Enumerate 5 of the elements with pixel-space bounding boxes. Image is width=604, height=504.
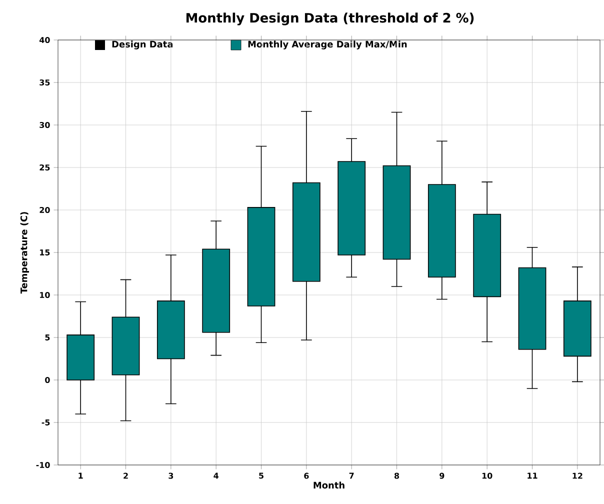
chart-title: Monthly Design Data (threshold of 2 %) <box>186 12 474 26</box>
y-axis-title: Temperature (C) <box>20 212 29 294</box>
x-axis-title: Month <box>314 482 344 489</box>
annotation: Design Data <box>112 40 173 50</box>
legend-label: Monthly Average Daily Max/Min <box>248 40 407 50</box>
